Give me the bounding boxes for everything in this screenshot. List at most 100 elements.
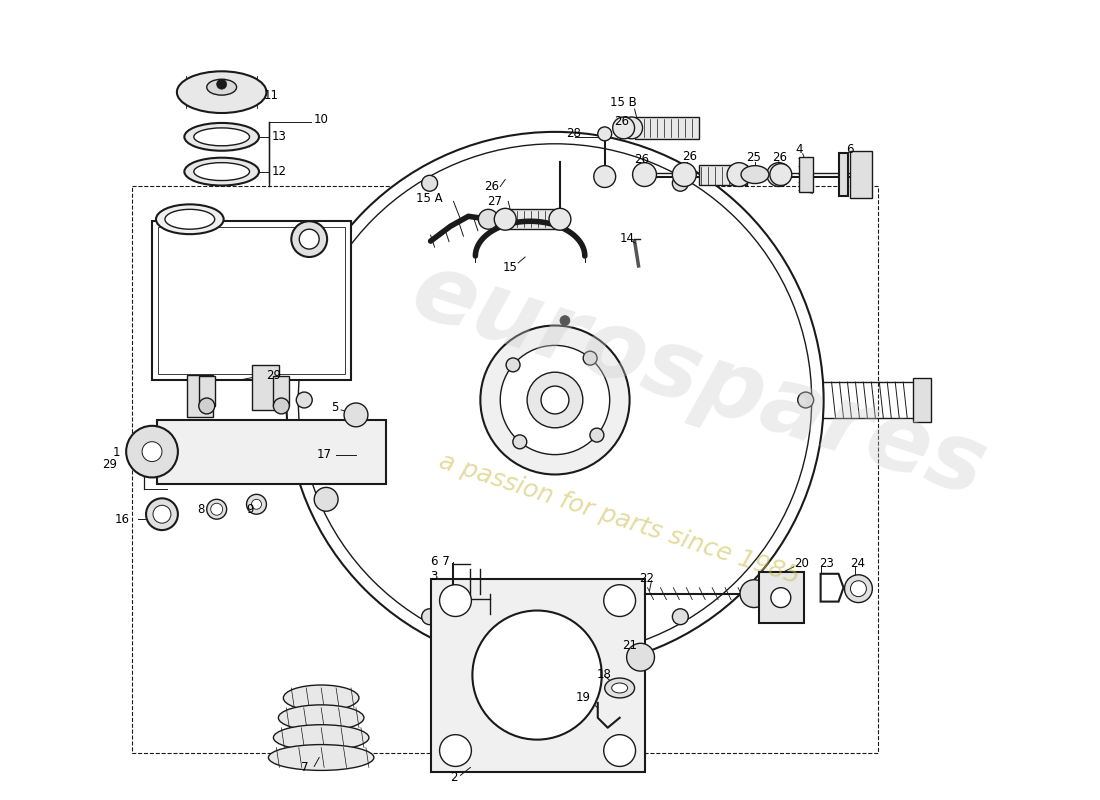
Bar bbox=[158, 227, 345, 374]
Text: 19: 19 bbox=[576, 691, 591, 705]
Bar bbox=[913, 378, 931, 422]
Text: 9: 9 bbox=[246, 502, 254, 516]
Text: 26: 26 bbox=[772, 151, 786, 164]
Ellipse shape bbox=[605, 678, 635, 698]
Text: 17: 17 bbox=[316, 448, 331, 461]
Text: 15 B: 15 B bbox=[609, 95, 637, 109]
Circle shape bbox=[767, 162, 791, 186]
Text: 8: 8 bbox=[197, 502, 205, 516]
Circle shape bbox=[494, 208, 516, 230]
Circle shape bbox=[513, 435, 527, 449]
Circle shape bbox=[142, 442, 162, 462]
Circle shape bbox=[604, 734, 636, 766]
Circle shape bbox=[153, 506, 170, 523]
Text: 11: 11 bbox=[264, 89, 278, 102]
Text: 12: 12 bbox=[272, 165, 286, 178]
Circle shape bbox=[440, 734, 472, 766]
Circle shape bbox=[211, 503, 222, 515]
Bar bbox=[199, 376, 214, 406]
Ellipse shape bbox=[177, 71, 266, 113]
Circle shape bbox=[590, 428, 604, 442]
Ellipse shape bbox=[185, 158, 258, 186]
Text: 15 A: 15 A bbox=[416, 192, 442, 205]
Bar bbox=[252, 366, 279, 410]
Circle shape bbox=[604, 585, 636, 617]
Text: 26: 26 bbox=[682, 150, 697, 163]
Circle shape bbox=[344, 403, 367, 427]
Text: 27: 27 bbox=[487, 195, 503, 208]
Circle shape bbox=[296, 392, 312, 408]
Circle shape bbox=[246, 494, 266, 514]
Circle shape bbox=[632, 162, 657, 186]
Circle shape bbox=[252, 499, 262, 510]
Text: 23: 23 bbox=[818, 558, 834, 570]
Circle shape bbox=[541, 386, 569, 414]
Circle shape bbox=[597, 127, 612, 141]
Circle shape bbox=[727, 162, 751, 186]
Bar bbox=[799, 157, 813, 193]
Text: 7: 7 bbox=[301, 761, 309, 774]
Text: a passion for parts since 1985: a passion for parts since 1985 bbox=[437, 450, 803, 589]
Circle shape bbox=[845, 574, 872, 602]
Circle shape bbox=[472, 610, 602, 740]
Text: 1: 1 bbox=[112, 446, 120, 459]
Bar bbox=[838, 153, 848, 197]
Ellipse shape bbox=[741, 166, 769, 183]
Circle shape bbox=[481, 326, 629, 474]
Text: 2: 2 bbox=[451, 771, 458, 784]
Text: 20: 20 bbox=[794, 558, 808, 570]
Circle shape bbox=[478, 210, 498, 229]
Bar bbox=[430, 578, 645, 772]
Bar bbox=[700, 165, 747, 185]
Text: 6 7: 6 7 bbox=[430, 555, 450, 568]
Text: 5: 5 bbox=[331, 402, 339, 414]
Text: 29: 29 bbox=[266, 369, 282, 382]
Text: 18: 18 bbox=[597, 667, 612, 681]
Bar bbox=[157, 420, 386, 485]
Bar bbox=[152, 222, 351, 380]
Text: 28: 28 bbox=[565, 127, 581, 140]
Text: eurospares: eurospares bbox=[400, 244, 998, 516]
Ellipse shape bbox=[194, 128, 250, 146]
Circle shape bbox=[613, 117, 635, 139]
Circle shape bbox=[500, 346, 609, 454]
Text: 22: 22 bbox=[639, 572, 654, 586]
Text: 29: 29 bbox=[102, 458, 118, 471]
Circle shape bbox=[274, 398, 289, 414]
Bar bbox=[274, 376, 289, 406]
Circle shape bbox=[286, 132, 824, 668]
Ellipse shape bbox=[612, 683, 628, 693]
Circle shape bbox=[440, 585, 472, 617]
Ellipse shape bbox=[268, 745, 374, 770]
Text: 16: 16 bbox=[114, 513, 129, 526]
Text: 14: 14 bbox=[619, 232, 635, 245]
Ellipse shape bbox=[284, 685, 359, 711]
Circle shape bbox=[740, 580, 768, 607]
Circle shape bbox=[292, 222, 327, 257]
Circle shape bbox=[126, 426, 178, 478]
Circle shape bbox=[217, 79, 227, 89]
Circle shape bbox=[672, 609, 689, 625]
Circle shape bbox=[583, 351, 597, 365]
Bar bbox=[187, 375, 212, 417]
Circle shape bbox=[620, 117, 642, 139]
Ellipse shape bbox=[274, 725, 368, 750]
Text: 6: 6 bbox=[847, 143, 854, 156]
Text: 3: 3 bbox=[430, 570, 438, 583]
Bar bbox=[850, 150, 872, 198]
Bar bbox=[508, 210, 558, 229]
Text: 13: 13 bbox=[272, 130, 286, 143]
Circle shape bbox=[798, 392, 814, 408]
Circle shape bbox=[770, 164, 792, 186]
Ellipse shape bbox=[156, 204, 223, 234]
Circle shape bbox=[421, 175, 438, 191]
Circle shape bbox=[560, 315, 570, 326]
Circle shape bbox=[146, 498, 178, 530]
Circle shape bbox=[207, 499, 227, 519]
Ellipse shape bbox=[194, 162, 250, 181]
Circle shape bbox=[549, 208, 571, 230]
Bar bbox=[635, 117, 700, 139]
Circle shape bbox=[421, 609, 438, 625]
Circle shape bbox=[506, 358, 520, 372]
Text: 4: 4 bbox=[795, 143, 803, 156]
